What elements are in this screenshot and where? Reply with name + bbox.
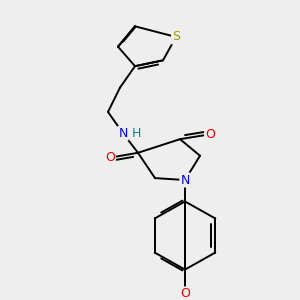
Text: N: N (180, 173, 190, 187)
Text: O: O (205, 128, 215, 141)
Text: O: O (105, 151, 115, 164)
Text: N: N (118, 127, 128, 140)
Text: H: H (131, 127, 141, 140)
Text: O: O (180, 287, 190, 300)
Text: S: S (172, 31, 180, 44)
